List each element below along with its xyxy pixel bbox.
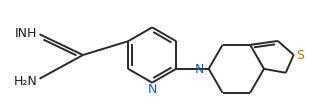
Text: N: N xyxy=(147,82,157,95)
Text: S: S xyxy=(296,49,305,62)
Text: N: N xyxy=(194,63,204,76)
Text: H₂N: H₂N xyxy=(14,74,38,87)
Text: INH: INH xyxy=(15,27,38,39)
